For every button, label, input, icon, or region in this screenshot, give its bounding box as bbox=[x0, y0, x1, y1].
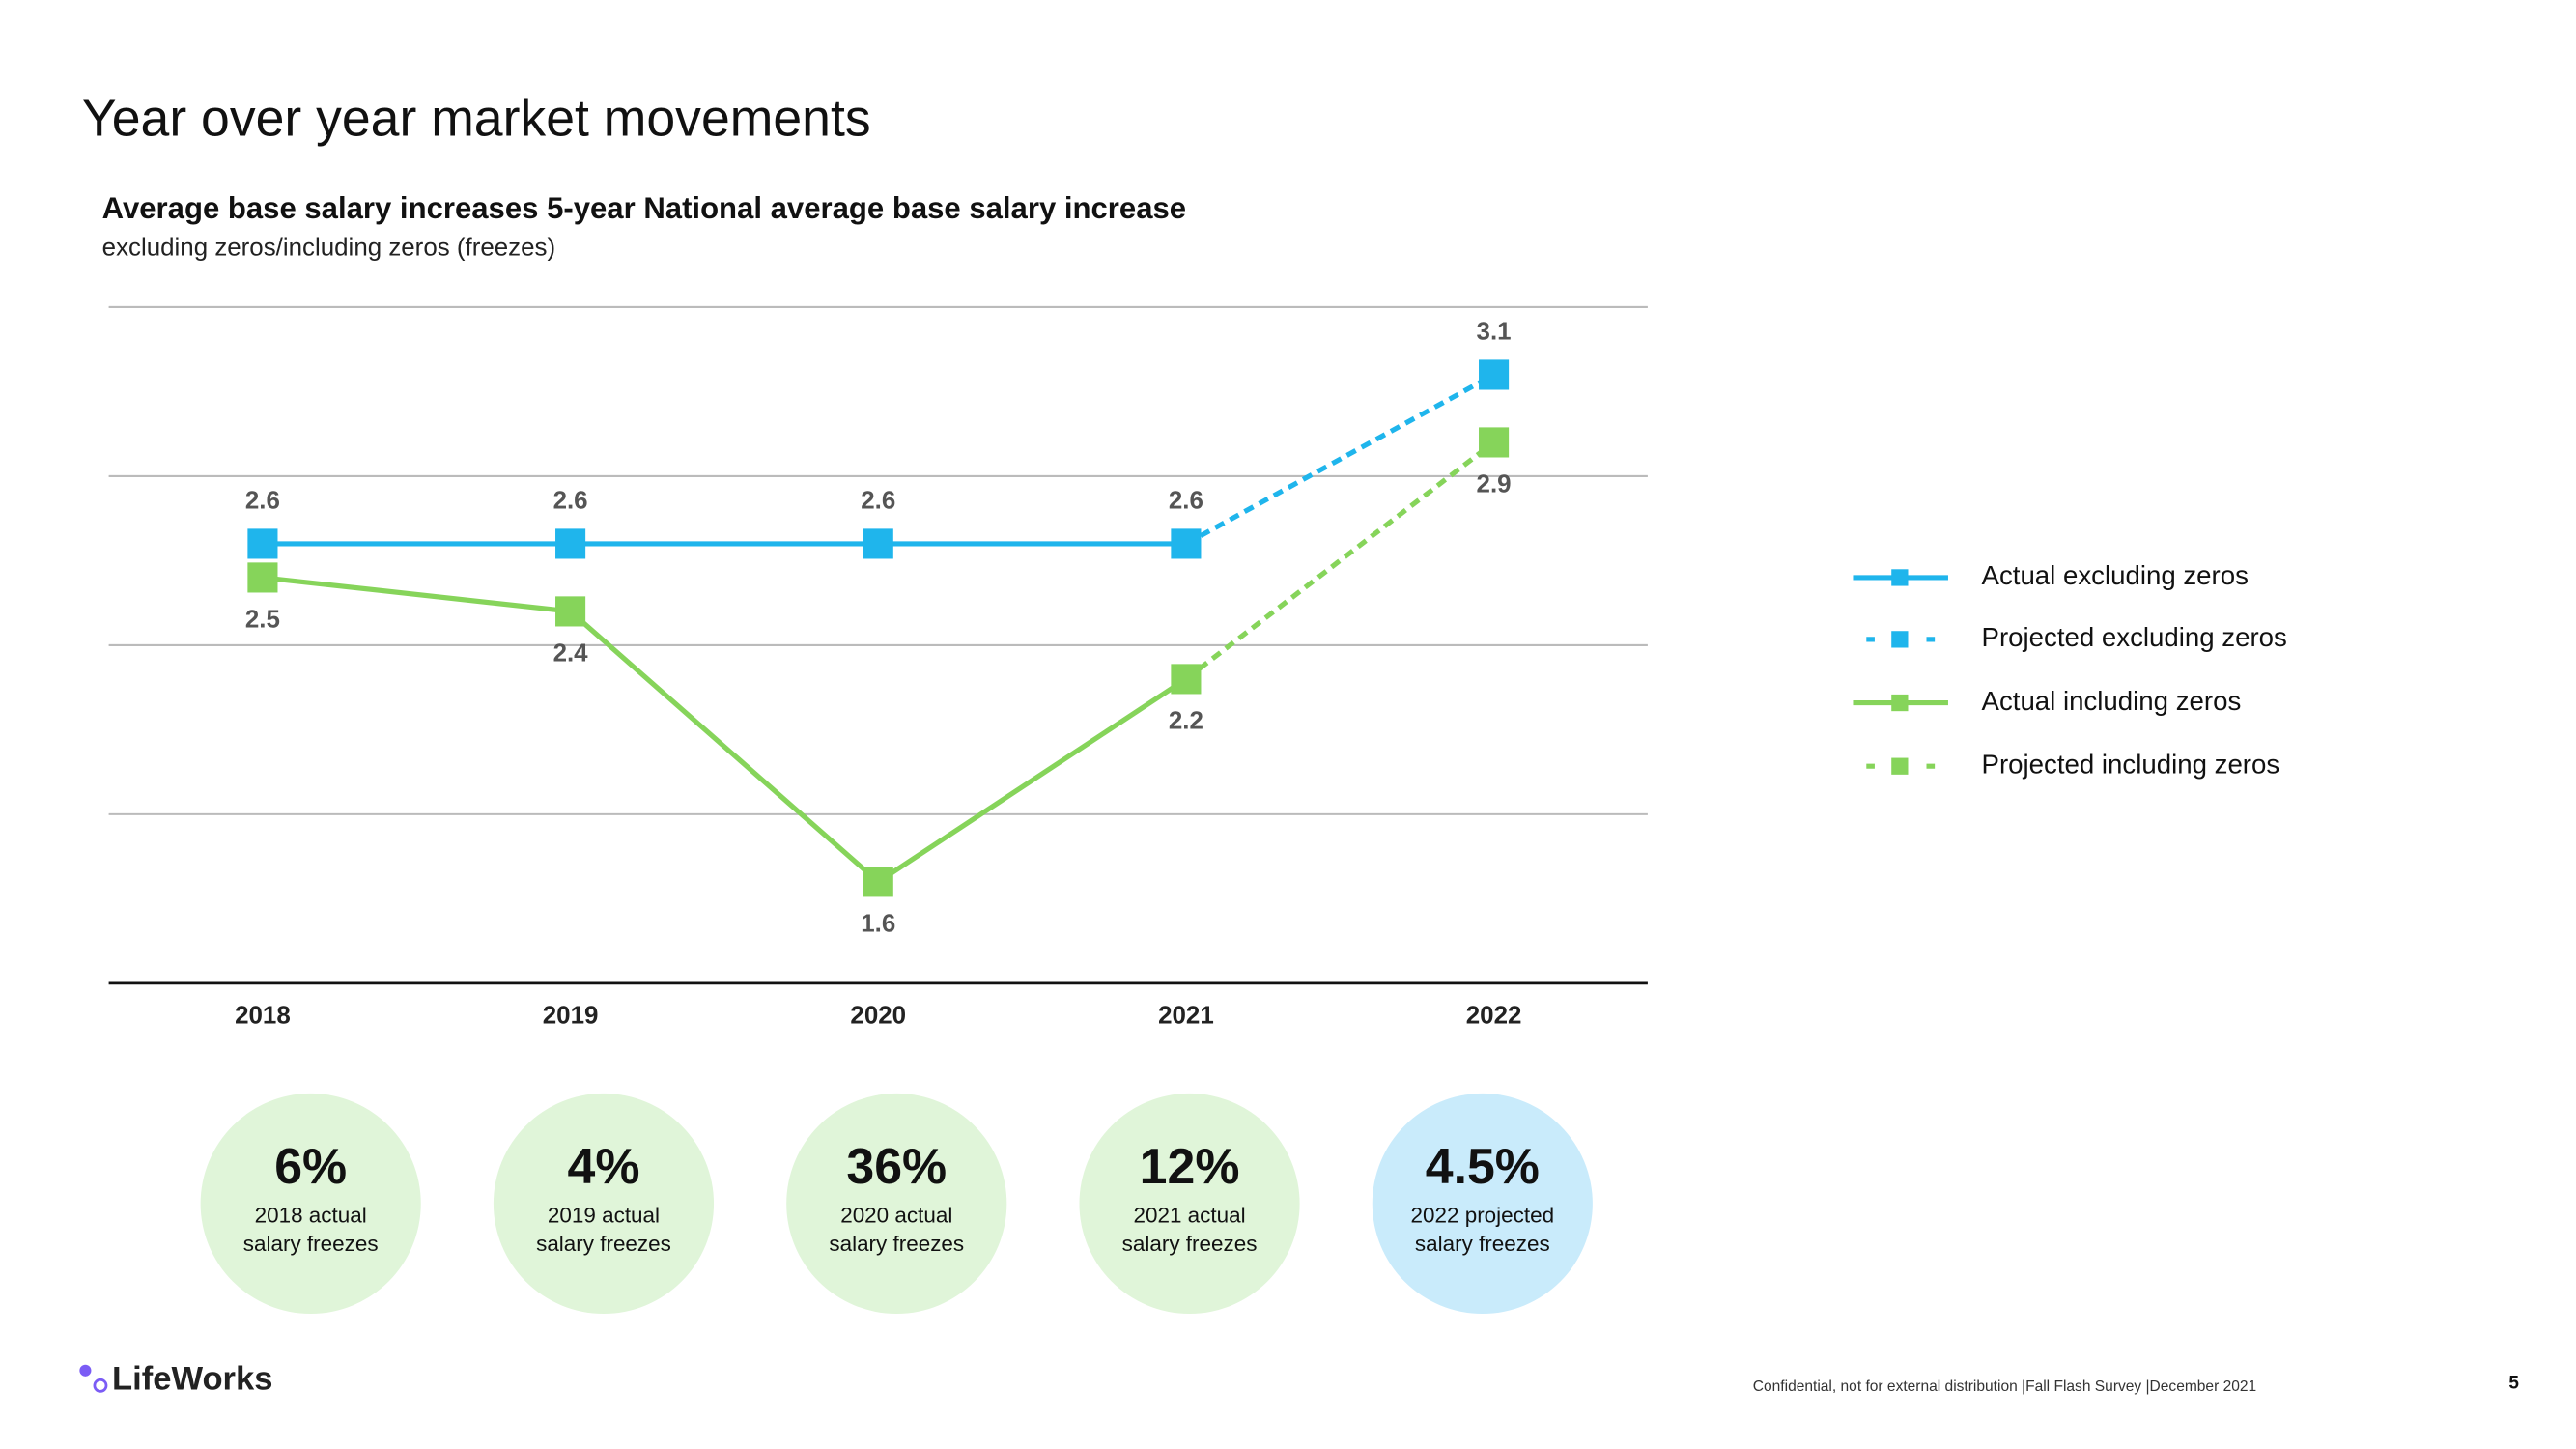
series-line bbox=[262, 575, 1188, 886]
legend-swatch-marker bbox=[1891, 694, 1909, 712]
data-label: 3.1 bbox=[1477, 319, 1512, 346]
data-label: 2.6 bbox=[553, 488, 588, 515]
page-number: 5 bbox=[2508, 1374, 2519, 1394]
x-tick-label: 2021 bbox=[1158, 1002, 1214, 1029]
data-label: 2.6 bbox=[1169, 488, 1203, 515]
series-line bbox=[1184, 440, 1496, 681]
point-marker bbox=[863, 528, 893, 559]
chart-subtitle: excluding zeros/including zeros (freezes… bbox=[102, 234, 555, 261]
legend-swatch-marker bbox=[1891, 631, 1909, 648]
data-label: 1.6 bbox=[861, 911, 895, 938]
legend-label: Actual including zeros bbox=[1982, 686, 2242, 716]
stat-caption: salary freezes bbox=[829, 1232, 964, 1256]
point-marker bbox=[1171, 528, 1202, 559]
data-label: 2.2 bbox=[1169, 708, 1203, 735]
stat-caption: 2020 actual bbox=[840, 1204, 952, 1228]
legend-swatch-marker bbox=[1891, 757, 1909, 775]
point-marker bbox=[1479, 427, 1510, 458]
data-label: 2.6 bbox=[861, 488, 895, 515]
slide-title: Year over year market movements bbox=[82, 90, 871, 147]
stat-caption: 2022 projected bbox=[1411, 1204, 1555, 1228]
point-marker bbox=[247, 528, 278, 559]
point-marker bbox=[555, 596, 586, 627]
stat-caption: salary freezes bbox=[536, 1232, 671, 1256]
logo: LifeWorks bbox=[112, 1360, 272, 1397]
legend-label: Projected including zeros bbox=[1982, 749, 2280, 779]
stat-circle bbox=[200, 1093, 421, 1315]
point-marker bbox=[1479, 359, 1510, 390]
x-tick-label: 2022 bbox=[1466, 1002, 1522, 1029]
legend-label: Projected excluding zeros bbox=[1982, 622, 2287, 652]
stat-caption: 2019 actual bbox=[548, 1204, 660, 1228]
stat-circle bbox=[1079, 1093, 1300, 1315]
stat-value: 12% bbox=[1140, 1138, 1240, 1194]
data-label: 2.6 bbox=[245, 488, 280, 515]
point-marker bbox=[863, 867, 893, 897]
x-tick-label: 2020 bbox=[850, 1002, 906, 1029]
stat-circle bbox=[1372, 1093, 1593, 1315]
stat-caption: salary freezes bbox=[1415, 1232, 1550, 1256]
stat-caption: salary freezes bbox=[243, 1232, 379, 1256]
x-tick-label: 2019 bbox=[543, 1002, 599, 1029]
stat-caption: 2018 actual bbox=[255, 1204, 367, 1228]
point-marker bbox=[555, 528, 586, 559]
stat-caption: 2021 actual bbox=[1133, 1204, 1245, 1228]
footer-note: Confidential, not for external distribut… bbox=[1753, 1378, 2256, 1395]
logo-dot bbox=[79, 1364, 92, 1377]
x-tick-label: 2018 bbox=[235, 1002, 291, 1029]
logo-ring bbox=[93, 1378, 108, 1393]
stat-value: 4% bbox=[568, 1138, 640, 1194]
stat-value: 36% bbox=[846, 1138, 947, 1194]
legend-label: Actual excluding zeros bbox=[1982, 560, 2249, 590]
stat-value: 6% bbox=[274, 1138, 347, 1194]
stat-caption: salary freezes bbox=[1122, 1232, 1258, 1256]
stat-circle bbox=[493, 1093, 715, 1315]
series-line bbox=[1184, 372, 1495, 547]
stat-value: 4.5% bbox=[1426, 1138, 1540, 1194]
data-label: 2.4 bbox=[553, 640, 589, 668]
chart-title: Average base salary increases 5-year Nat… bbox=[102, 191, 1186, 225]
point-marker bbox=[1171, 664, 1202, 695]
point-marker bbox=[247, 562, 278, 593]
data-label: 2.5 bbox=[245, 607, 280, 634]
data-label: 2.9 bbox=[1477, 471, 1512, 498]
stat-circle bbox=[786, 1093, 1007, 1315]
legend-swatch-marker bbox=[1891, 569, 1909, 586]
